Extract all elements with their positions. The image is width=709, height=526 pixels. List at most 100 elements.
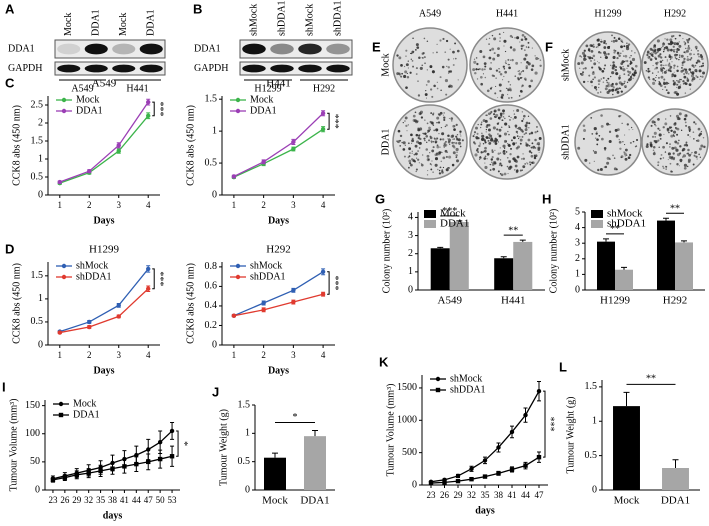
colony — [655, 125, 657, 127]
colony — [412, 37, 414, 39]
colony — [680, 129, 683, 132]
colony — [582, 124, 586, 128]
plate — [392, 104, 468, 180]
colony — [523, 49, 526, 52]
point — [110, 466, 115, 471]
x-tick-label: 4 — [321, 200, 326, 210]
colony — [416, 120, 419, 123]
colony — [663, 133, 665, 135]
legend-label: shMock — [76, 260, 108, 271]
colony — [404, 70, 408, 74]
colony — [652, 78, 655, 81]
colony — [412, 118, 416, 122]
blot-band — [84, 43, 108, 55]
colony — [698, 134, 701, 137]
colony — [455, 135, 458, 138]
colony — [674, 57, 677, 59]
legend-marker — [435, 376, 441, 382]
colony — [688, 83, 692, 87]
y-tick-label: 2 — [575, 253, 580, 264]
colony — [690, 49, 693, 51]
colony — [490, 110, 493, 114]
y-tick-label: 1.5 — [205, 93, 218, 104]
colony — [445, 155, 448, 159]
colony — [683, 68, 686, 71]
colony — [678, 117, 681, 121]
colony — [508, 126, 511, 128]
colony — [505, 60, 507, 62]
colony — [599, 91, 602, 93]
colony — [676, 163, 679, 166]
y-tick-label: 0 — [245, 484, 250, 495]
significance: *** — [545, 417, 556, 432]
colony — [681, 61, 684, 64]
colony — [699, 78, 701, 80]
colony — [477, 151, 480, 153]
colony — [473, 131, 477, 134]
colony — [579, 55, 582, 58]
colony — [643, 61, 647, 64]
colony — [521, 111, 523, 113]
colony — [520, 129, 524, 132]
colony — [516, 135, 519, 138]
legend-swatch — [424, 210, 436, 218]
x-tick-label: 2 — [261, 350, 266, 360]
colony — [407, 166, 410, 169]
colony — [513, 113, 516, 115]
colony — [522, 157, 525, 160]
colony — [497, 170, 500, 173]
colony — [615, 82, 618, 86]
colony — [489, 117, 493, 120]
bar — [613, 406, 640, 490]
colony — [665, 89, 668, 91]
colony — [441, 65, 445, 69]
colony — [703, 145, 706, 149]
colony — [665, 46, 669, 50]
colony — [508, 159, 511, 163]
colony — [660, 56, 663, 59]
colony — [484, 76, 487, 79]
y-axis-label: CCK8 abs (450 nm) — [11, 105, 22, 186]
colony — [688, 153, 692, 157]
colony — [680, 54, 684, 58]
colony — [684, 81, 687, 84]
colony — [686, 58, 690, 62]
colony — [698, 147, 702, 151]
colony — [672, 35, 675, 37]
colony — [509, 165, 513, 169]
colony — [503, 39, 507, 43]
colony — [606, 161, 610, 165]
colony — [620, 67, 623, 70]
colony — [405, 86, 408, 90]
colony — [605, 42, 608, 45]
colony — [608, 140, 612, 144]
colony — [522, 153, 524, 155]
y-tick-label: 0 — [592, 484, 597, 495]
colony — [592, 150, 595, 152]
colony — [495, 141, 497, 143]
colony — [480, 82, 483, 86]
colony — [659, 53, 662, 56]
x-tick-label: 3 — [116, 200, 121, 210]
x-axis-label: Days — [268, 365, 289, 376]
colony — [587, 47, 591, 51]
colony — [651, 135, 655, 138]
colony — [437, 121, 441, 124]
colony — [693, 121, 696, 124]
colony — [614, 68, 618, 72]
x-tick-label: 38 — [494, 490, 504, 500]
colony — [499, 162, 502, 165]
colony — [620, 62, 624, 66]
colony — [409, 71, 412, 74]
colony — [675, 148, 679, 152]
colony — [693, 154, 696, 157]
point — [442, 480, 447, 485]
colony — [516, 36, 520, 40]
colony — [667, 42, 670, 45]
colony — [631, 50, 633, 52]
colony — [528, 132, 531, 135]
point — [536, 388, 542, 394]
colony — [498, 83, 502, 87]
colony — [509, 118, 511, 121]
y-axis-label: CCK8 abs (450 nm) — [185, 105, 196, 186]
